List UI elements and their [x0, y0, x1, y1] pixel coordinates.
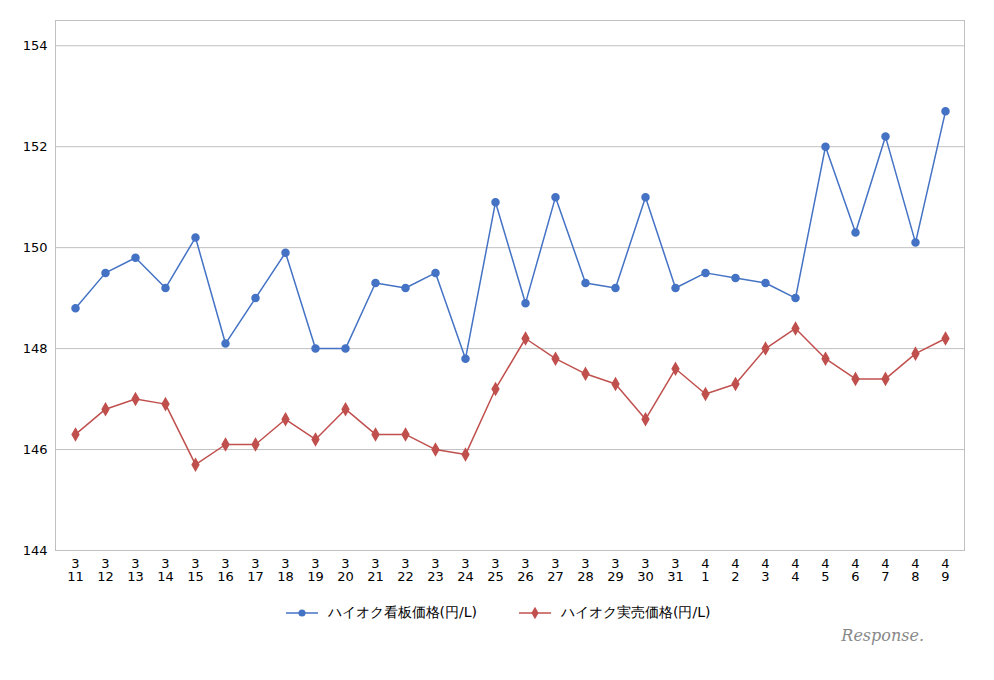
svg-text:152: 152: [23, 139, 48, 154]
svg-text:45: 45: [821, 556, 829, 584]
svg-text:315: 315: [187, 556, 204, 584]
svg-text:313: 313: [127, 556, 144, 584]
svg-text:327: 327: [547, 556, 564, 584]
html-text:ハイオク看板価格(円/L): ハイオク看板価格(円/L): [327, 604, 477, 620]
svg-text:43: 43: [761, 556, 769, 584]
svg-text:319: 319: [307, 556, 324, 584]
svg-text:322: 322: [397, 556, 414, 584]
svg-text:328: 328: [577, 556, 594, 584]
svg-text:321: 321: [367, 556, 384, 584]
svg-text:144: 144: [23, 543, 48, 558]
svg-text:146: 146: [23, 442, 48, 457]
svg-text:46: 46: [851, 556, 859, 584]
svg-text:325: 325: [487, 556, 504, 584]
svg-text:326: 326: [517, 556, 534, 584]
svg-text:44: 44: [791, 556, 799, 584]
svg-text:311: 311: [67, 556, 84, 584]
svg-text:312: 312: [97, 556, 114, 584]
svg-text:324: 324: [457, 556, 474, 584]
html-text:Response.: Response.: [841, 626, 924, 645]
svg-text:47: 47: [881, 556, 889, 584]
svg-text:317: 317: [247, 556, 264, 584]
svg-text:331: 331: [667, 556, 684, 584]
svg-text:42: 42: [731, 556, 739, 584]
svg-text:48: 48: [911, 556, 919, 584]
svg-text:41: 41: [701, 556, 709, 584]
svg-text:323: 323: [427, 556, 444, 584]
svg-text:320: 320: [337, 556, 354, 584]
svg-text:150: 150: [23, 240, 48, 255]
svg-text:154: 154: [23, 38, 48, 53]
svg-text:49: 49: [941, 556, 949, 584]
svg-text:329: 329: [607, 556, 624, 584]
svg-text:314: 314: [157, 556, 174, 584]
svg-text:330: 330: [637, 556, 654, 584]
svg-text:318: 318: [277, 556, 294, 584]
html-text:ハイオク実売価格(円/L): ハイオク実売価格(円/L): [561, 604, 711, 620]
svg-text:148: 148: [23, 341, 48, 356]
svg-text:316: 316: [217, 556, 234, 584]
